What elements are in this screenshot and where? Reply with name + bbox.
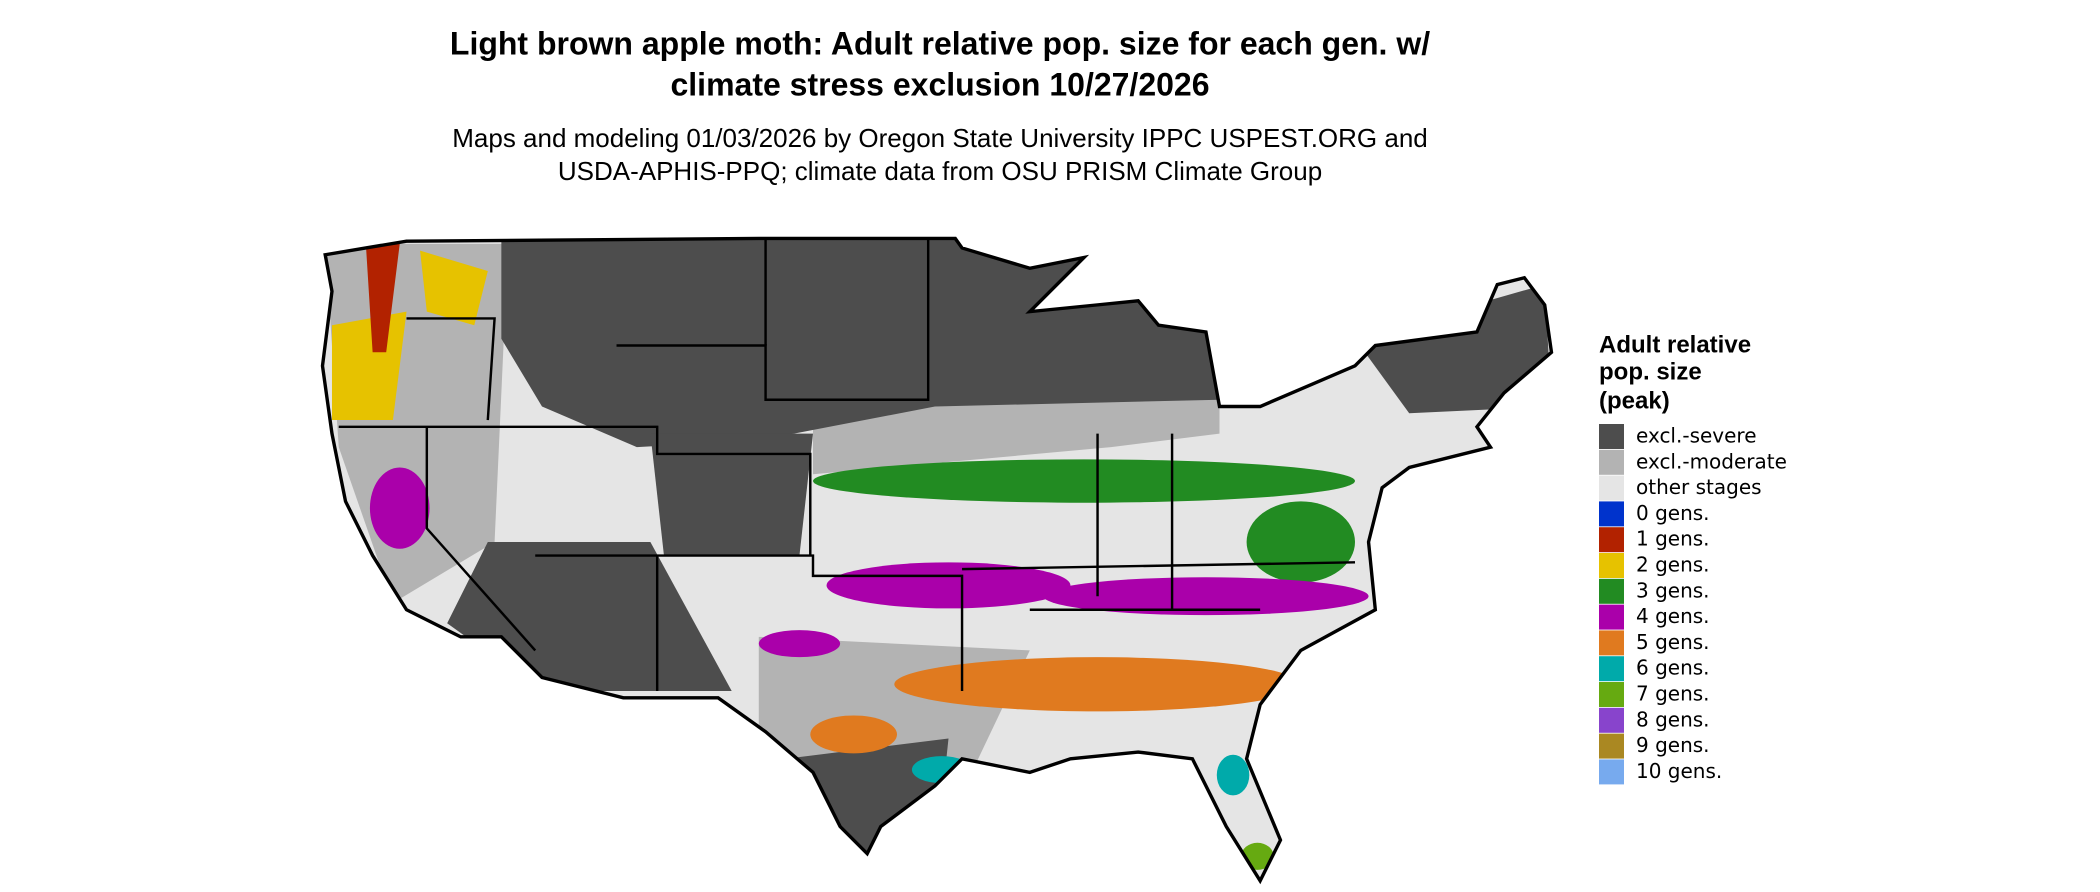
legend-swatch (1599, 759, 1624, 785)
subtitle: USDA-APHIS-PPQ; climate data from OSU PR… (558, 156, 1322, 186)
legend-label: other stages (1636, 475, 1762, 499)
legend-swatch (1599, 630, 1624, 656)
legend-label: 5 gens. (1636, 630, 1710, 654)
legend-title: (peak) (1599, 387, 1670, 414)
region (365, 243, 400, 353)
legend-swatch (1599, 449, 1624, 475)
region (826, 562, 1071, 609)
legend-swatch (1599, 578, 1624, 604)
legend-label: excl.-moderate (1636, 449, 1787, 473)
region (810, 715, 898, 754)
legend-title: Adult relative (1599, 331, 1751, 358)
legend-label: 3 gens. (1636, 578, 1710, 602)
title: climate stress exclusion 10/27/2026 (670, 66, 1209, 102)
us-map (320, 236, 1554, 883)
region (1246, 501, 1355, 583)
region (758, 630, 841, 658)
legend-swatch (1599, 682, 1624, 707)
legend-swatch (1599, 707, 1624, 733)
legend-label: 10 gens. (1636, 759, 1722, 783)
region (420, 250, 488, 326)
legend-swatch (1599, 527, 1624, 553)
region (813, 459, 1355, 503)
legend-swatch (1599, 553, 1624, 578)
legend-title: pop. size (1599, 358, 1702, 385)
region (1355, 284, 1552, 414)
state-borders (338, 238, 1356, 692)
legend-swatch (1599, 604, 1624, 630)
title: Light brown apple moth: Adult relative p… (450, 25, 1430, 61)
legend-swatch (1599, 501, 1624, 527)
region (369, 467, 430, 549)
legend-label: 1 gens. (1636, 527, 1710, 551)
region (650, 433, 813, 556)
legend-label: 8 gens. (1636, 707, 1710, 731)
legend-label: 9 gens. (1636, 733, 1710, 757)
legend-swatch (1599, 733, 1624, 759)
legend-label: 6 gens. (1636, 656, 1710, 680)
legend: Adult relative pop. size (peak) excl.-se… (1599, 331, 1787, 785)
region (1043, 577, 1369, 616)
region (1216, 754, 1250, 796)
legend-label: 2 gens. (1636, 553, 1710, 577)
region (501, 238, 1220, 448)
legend-label: excl.-severe (1636, 424, 1757, 448)
legend-swatch (1599, 475, 1624, 501)
legend-label: 0 gens. (1636, 501, 1710, 525)
region (894, 657, 1301, 712)
legend-label: 4 gens. (1636, 604, 1710, 628)
legend-swatch (1599, 424, 1624, 449)
legend-label: 7 gens. (1636, 682, 1710, 706)
legend-swatch (1599, 656, 1624, 682)
subtitle: Maps and modeling 01/03/2026 by Oregon S… (452, 123, 1428, 153)
region (785, 738, 949, 868)
